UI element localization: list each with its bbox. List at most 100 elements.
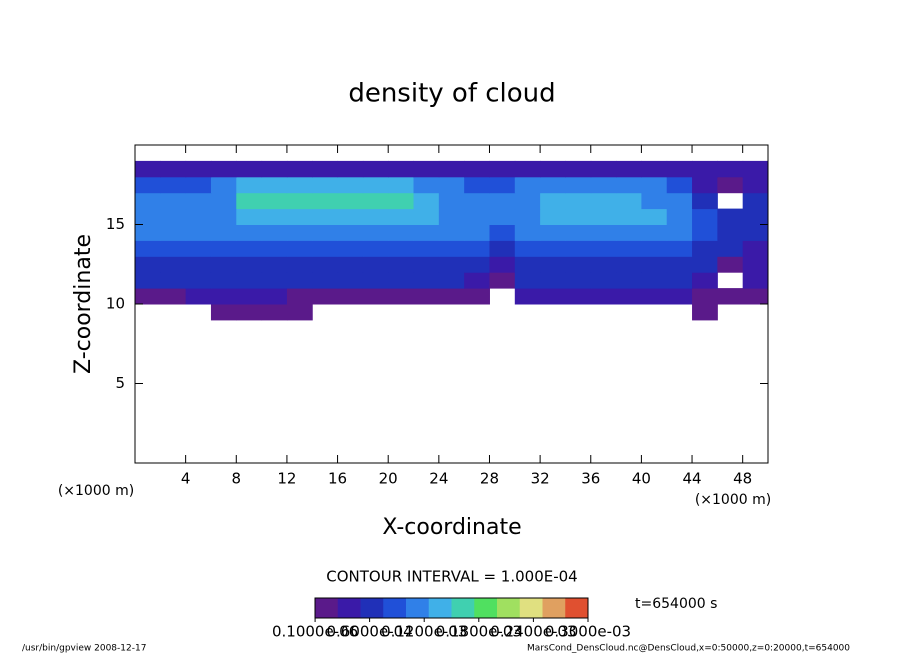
cell [160,224,187,241]
cell [286,160,313,178]
y-unit: (×1000 m) [58,483,134,499]
cell [362,240,389,257]
x-tick-label: 40 [632,470,651,488]
cell [185,240,212,257]
cell [236,160,263,178]
cell [261,272,288,289]
cell [185,256,212,273]
colorbar-band [360,598,384,618]
cell [388,224,415,241]
cell [616,208,642,225]
cell [362,288,389,305]
cell [540,176,566,194]
cell [236,240,263,257]
colorbar-frame [314,597,589,619]
cell [742,176,769,194]
cell [438,192,465,210]
cell [514,224,541,241]
cell [464,288,490,305]
cell [160,288,187,305]
cell [261,256,288,273]
cell [590,240,617,257]
cell [717,176,744,194]
cell [489,176,516,194]
y-tick-label: 10 [106,295,125,313]
cell [540,192,566,210]
cell [464,272,490,289]
cell [742,272,769,289]
cell [514,256,541,273]
cell [388,256,415,273]
cell [590,176,617,194]
cell [590,256,617,273]
cell [641,224,668,241]
colorbar-band [565,598,589,618]
footer-right: MarsCond_DensCloud.nc@DensCloud,x=0:5000… [527,644,850,654]
cell [717,240,744,257]
cell [666,240,693,257]
cell [666,272,693,289]
cell [286,192,313,210]
cell [261,304,288,321]
cell [160,240,187,257]
cell [388,176,415,194]
x-tick-label: 4 [181,470,191,488]
cell [616,240,642,257]
cell [540,256,566,273]
cell [717,224,744,241]
cell [160,176,187,194]
cell [135,208,161,225]
cell [641,288,668,305]
cell [286,224,313,241]
colorbar-band [315,598,339,618]
cell [540,208,566,225]
colorbar-band [497,598,521,618]
cell [413,256,440,273]
cell [514,176,541,194]
cell [236,192,263,210]
colorbar-tick-label: 0.1800e-03 [436,623,522,641]
cell [210,160,237,178]
cell [641,272,668,289]
cell [413,224,440,241]
cell [590,192,617,210]
cell [388,288,415,305]
cell [540,240,566,257]
cell [337,176,364,194]
cell [616,176,642,194]
x-tick-label: 20 [379,470,398,488]
cell [362,272,389,289]
cell [641,192,668,210]
y-axis-label: Z-coordinate [71,234,96,374]
cell [742,240,769,257]
cell [666,288,693,305]
cell [514,160,541,178]
x-tick-label: 44 [682,470,701,488]
cell [489,240,516,257]
footer-left: /usr/bin/gpview 2008-12-17 [22,644,146,654]
x-tick-label: 16 [328,470,347,488]
cell [210,208,237,225]
cell [464,224,490,241]
cell [540,160,566,178]
cell [692,272,718,289]
cell [210,256,237,273]
cell [135,256,161,273]
cell [742,160,769,178]
cell [312,272,339,289]
cell [286,272,313,289]
cell [135,192,161,210]
cell [438,160,465,178]
cell [692,160,718,178]
cell [742,256,769,273]
cell [210,288,237,305]
cell [362,176,389,194]
cell [160,208,187,225]
cell [312,160,339,178]
cell [135,240,161,257]
cell [135,288,161,305]
cell [135,224,161,241]
colorbar-band [383,598,407,618]
